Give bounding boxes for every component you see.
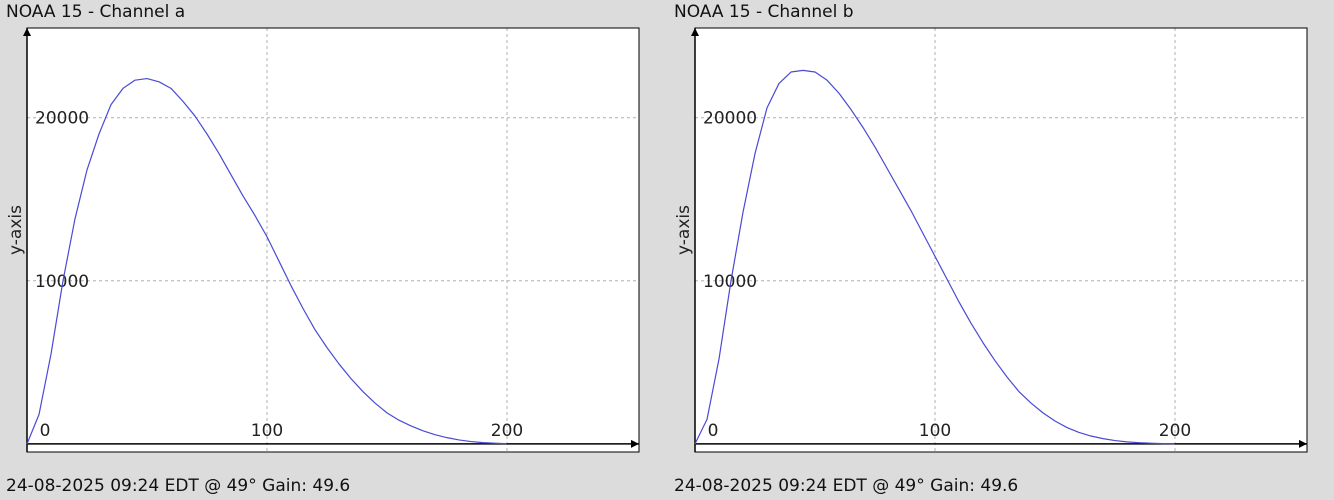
series-line (26, 77, 508, 445)
chart-title: NOAA 15 - Channel b (674, 2, 854, 22)
plot-background (27, 28, 639, 452)
chart-footer-timestamp: 24-08-2025 09:24 EDT @ 49° Gain: 49.6 (6, 476, 351, 496)
y-tick-label: 10000 (703, 272, 757, 292)
chart-footer-timestamp: 24-08-2025 09:24 EDT @ 49° Gain: 49.6 (674, 476, 1019, 496)
x-tick-label: 100 (919, 421, 951, 441)
chart-panel-channel-a: NOAA 15 - Channel a 0 100 200 10000 20000 y-a… (6, 0, 646, 500)
chart-plot-channel-a[interactable]: 0 100 200 10000 20000 y-axis (6, 24, 646, 468)
x-tick-label: 0 (40, 421, 51, 441)
x-tick-label: 0 (708, 421, 719, 441)
x-axis-arrow-icon (631, 439, 639, 448)
chart-panel-channel-b: NOAA 15 - Channel b 0 100 200 10000 20000 y-a… (674, 0, 1314, 500)
chart-plot-channel-b[interactable]: 0 100 200 10000 20000 y-axis (674, 24, 1314, 468)
series-line (694, 69, 1176, 445)
x-tick-label: 200 (1159, 421, 1191, 441)
y-axis-arrow-icon (23, 28, 31, 36)
y-axis-arrow-icon (691, 28, 699, 36)
y-tick-label: 20000 (35, 109, 89, 129)
chart-title: NOAA 15 - Channel a (6, 2, 186, 22)
x-axis-arrow-icon (1299, 439, 1307, 448)
y-tick-label: 10000 (35, 272, 89, 292)
x-tick-label: 200 (491, 421, 523, 441)
plot-background (695, 28, 1307, 452)
y-axis-label: y-axis (6, 205, 26, 255)
x-tick-label: 100 (251, 421, 283, 441)
y-tick-label: 20000 (703, 109, 757, 129)
y-axis-label: y-axis (674, 205, 694, 255)
